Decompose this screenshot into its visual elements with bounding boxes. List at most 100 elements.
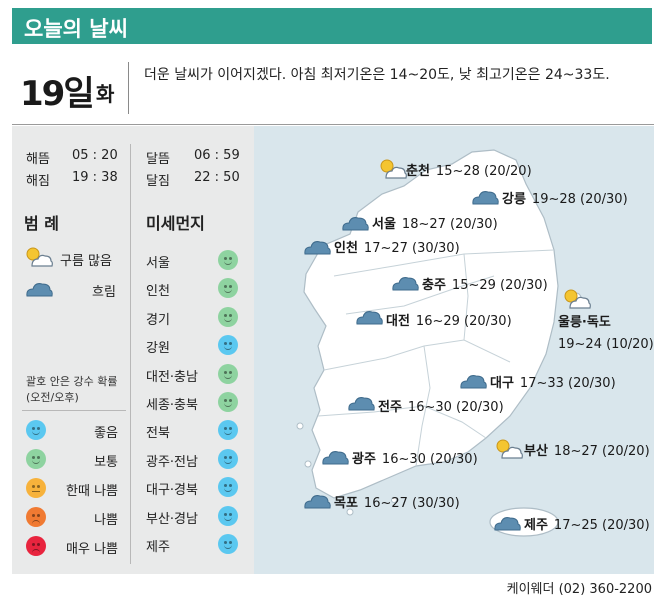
air-quality-face-icon <box>218 420 238 441</box>
precip-note: 괄호 안은 강수 확률 (오전/오후) <box>26 375 118 404</box>
sunset-label: 해짐 <box>26 174 50 189</box>
legend-title: 범 례 <box>24 214 60 233</box>
city-name: 강릉 <box>502 192 526 207</box>
city-forecast: 인천 17~27 (30/30) <box>334 237 460 256</box>
air-level-label: 매우 나쁨 <box>66 542 118 557</box>
cloud-icon <box>472 191 499 205</box>
air-quality-face-icon <box>218 306 238 327</box>
island <box>296 422 304 430</box>
city-temperature: 16~29 (20/30) <box>415 314 512 329</box>
partly-cloudy-icon <box>496 439 523 459</box>
title-bar: 오늘의 날씨 <box>12 8 652 44</box>
city-temperature: 18~27 (20/30) <box>401 217 498 232</box>
city-name: 목포 <box>334 496 358 511</box>
dust-region-name: 대구·경북 <box>146 483 198 499</box>
city-forecast: 강릉 19~28 (20/30) <box>502 188 628 207</box>
column-divider <box>130 144 131 564</box>
dust-region-name: 세종·충북 <box>146 398 198 413</box>
legend-cloud-label: 흐림 <box>92 285 116 300</box>
city-temperature: 19~24 (10/20) <box>558 337 654 352</box>
province-border <box>317 405 487 439</box>
city-temperature: 19~28 (20/30) <box>531 192 628 207</box>
city-forecast: 서울 18~27 (20/30) <box>372 213 498 232</box>
city-forecast: 제주 17~25 (20/30) <box>524 514 650 533</box>
city-name: 제주 <box>524 518 548 533</box>
dust-region-name: 전북 <box>146 426 170 442</box>
dust-region-name: 광주·전남 <box>146 454 198 470</box>
city-temperature: 16~27 (30/30) <box>363 496 460 511</box>
air-quality-face-icon <box>218 477 238 498</box>
note-divider <box>22 410 126 411</box>
cloud-icon <box>356 311 383 325</box>
cloud-icon <box>348 397 375 411</box>
province-border <box>345 275 495 315</box>
sunrise-label: 해뜸 <box>26 152 50 167</box>
air-quality-face-icon <box>26 478 46 498</box>
dust-region-name: 강원 <box>146 341 170 357</box>
city-temperature: 15~28 (20/20) <box>435 164 532 179</box>
air-level-label: 좋음 <box>94 426 118 441</box>
page-title: 오늘의 날씨 <box>24 17 128 41</box>
air-quality-face-icon <box>26 420 46 440</box>
sunrise-time: 05 : 20 <box>72 148 118 163</box>
city-forecast: 부산 18~27 (20/20) <box>524 440 650 459</box>
date-day: 19일 <box>20 74 95 114</box>
dust-region-name: 인천 <box>146 284 170 300</box>
city-name: 서울 <box>372 217 396 232</box>
city-name: 충주 <box>422 278 446 293</box>
cloud-icon <box>392 277 419 291</box>
city-name: 대구 <box>490 376 514 391</box>
city-name: 대전 <box>386 314 410 329</box>
city-temperature: 17~25 (20/30) <box>553 518 650 533</box>
city-name: 전주 <box>378 400 402 415</box>
province-border <box>415 345 431 467</box>
cloud-icon <box>322 451 349 465</box>
air-level-label: 한때 나쁨 <box>66 484 118 499</box>
header-divider <box>12 124 654 125</box>
weather-summary: 더운 날씨가 이어지겠다. 아침 최저기온은 14~20도, 낮 최고기온은 2… <box>144 67 610 83</box>
info-panel <box>12 126 254 574</box>
city-name: 울릉·독도 <box>558 315 611 330</box>
air-level-label: 보통 <box>94 455 118 470</box>
sunset-time: 19 : 38 <box>72 170 118 185</box>
moonset-time: 22 : 50 <box>194 170 240 185</box>
partly-cloudy-icon <box>380 159 407 179</box>
city-name: 부산 <box>524 444 548 459</box>
dust-region-name: 서울 <box>146 256 170 271</box>
footer-credit: 케이웨더 (02) 360-2200 <box>506 582 652 597</box>
air-quality-face-icon <box>218 250 238 270</box>
cloud-icon <box>460 375 487 389</box>
city-forecast: 춘천 15~28 (20/20) <box>406 160 532 179</box>
air-quality-face-icon <box>218 505 238 526</box>
dust-region-name: 제주 <box>146 540 170 555</box>
city-forecast: 목포 16~27 (30/30) <box>334 492 460 511</box>
city-forecast: 광주 16~30 (20/30) <box>352 448 478 467</box>
air-level-label: 나쁨 <box>94 513 118 528</box>
partly-cloudy-icon <box>564 289 591 309</box>
air-quality-face-icon <box>218 448 238 469</box>
island <box>391 497 397 503</box>
city-forecast: 대구 17~33 (20/30) <box>490 372 616 391</box>
cloud-icon <box>304 495 331 509</box>
legend-partly-cloudy-label: 구름 많음 <box>60 254 112 269</box>
city-temperature: 16~30 (20/30) <box>407 400 504 415</box>
dust-region-name: 경기 <box>146 312 170 328</box>
city-name: 광주 <box>352 452 376 467</box>
moonset-label: 달짐 <box>146 174 170 189</box>
city-forecast: 전주 16~30 (20/30) <box>378 396 504 415</box>
date-weekday: 화 <box>96 82 115 106</box>
province-border <box>463 253 469 341</box>
dust-region-name: 대전·충남 <box>146 369 198 385</box>
air-quality-face-icon <box>218 392 238 412</box>
air-quality-face-icon <box>218 335 238 356</box>
cloud-icon <box>26 283 53 297</box>
air-quality-face-icon <box>218 363 238 384</box>
moonrise-time: 06 : 59 <box>194 148 240 163</box>
dust-title: 미세먼지 <box>146 214 205 233</box>
city-temperature: 15~29 (20/30) <box>451 278 548 293</box>
city-name: 춘천 <box>406 164 430 179</box>
island <box>304 460 312 468</box>
air-quality-face-icon <box>26 449 46 469</box>
air-quality-face-icon <box>218 534 238 554</box>
city-forecast: 울릉·독도 19~24 (10/20) <box>558 312 654 356</box>
